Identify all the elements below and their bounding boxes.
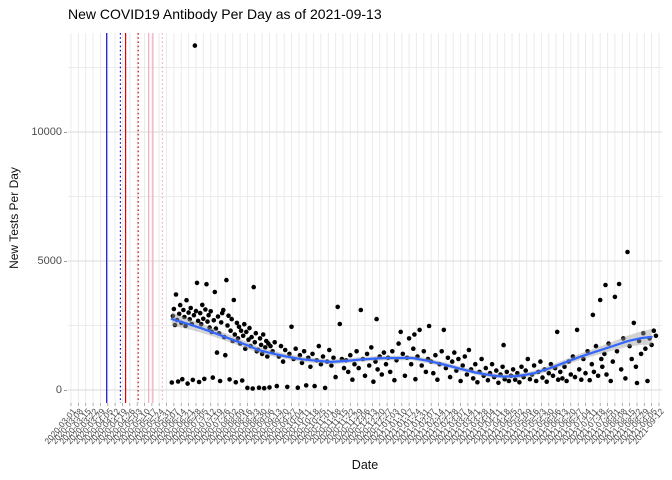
event-lines (106, 33, 164, 403)
gridlines (68, 33, 662, 406)
y-tick-label: 0 (55, 383, 62, 396)
y-tick-label: 10000 (31, 125, 62, 138)
y-tick-mark (64, 390, 67, 391)
x-axis-title: Date (351, 458, 379, 472)
smooth-trend-line (170, 318, 653, 378)
y-tick-mark (64, 132, 67, 133)
chart-title: New COVID19 Antibody Per Day as of 2021-… (68, 6, 382, 22)
y-axis-title: New Tests Per Day (7, 167, 21, 269)
y-tick-label: 5000 (37, 254, 62, 267)
scatter-points (169, 43, 659, 391)
plot-area (68, 33, 662, 406)
y-tick-mark (64, 261, 67, 262)
